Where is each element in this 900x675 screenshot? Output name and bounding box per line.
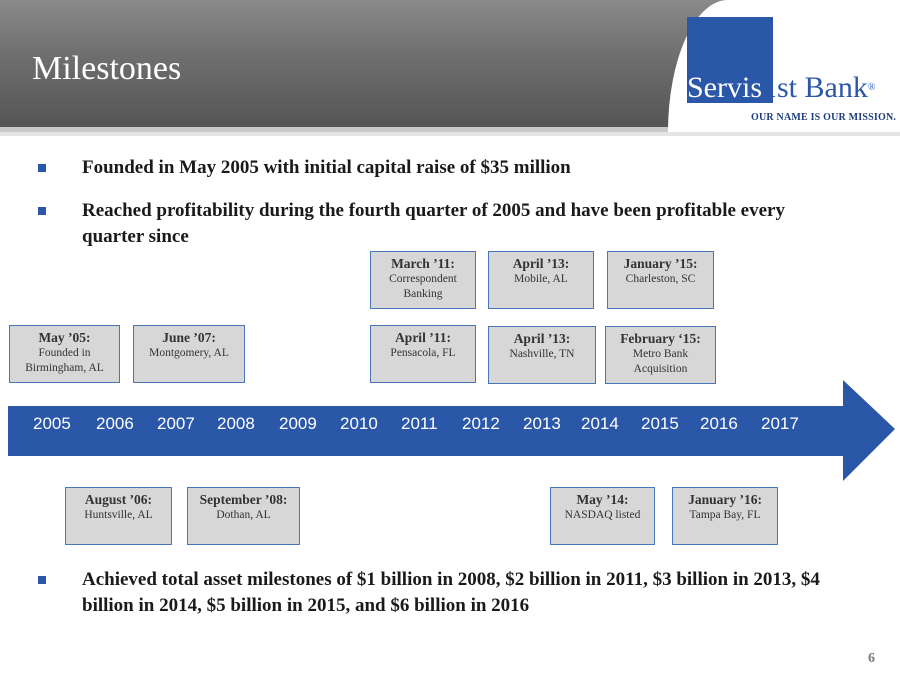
milestone-box: February ‘15: Metro Bank Acquisition [605,326,716,384]
milestone-date: April ’13: [512,256,570,271]
milestone-date: April ’11: [395,330,451,345]
milestone-description: Nashville, TN [509,348,575,360]
year-label: 2016 [700,414,738,433]
milestone-box: June ’07: Montgomery, AL [133,325,245,383]
milestone-date: September ’08: [199,492,288,507]
bullet-square-icon [38,207,46,215]
logo-text-1st-bank: 1st Bank [762,71,868,104]
milestone-description: Charleston, SC [625,273,696,285]
milestone-description: Correspondent Banking [389,273,457,300]
year-label: 2008 [217,414,255,433]
milestone-box: January ’15: Charleston, SC [607,251,714,309]
logo-tagline: OUR NAME IS OUR MISSION. [751,112,897,123]
bank-logo: Servis1st Bank® [687,68,875,108]
logo-mark [687,17,773,103]
milestone-box: April ’13: Mobile, AL [488,251,594,309]
bullet-text: Achieved total asset milestones of $1 bi… [82,569,820,616]
milestone-description: Mobile, AL [514,273,568,285]
year-label: 2013 [523,414,561,433]
milestone-date: May ’05: [38,330,91,345]
page-title: Milestones [32,50,182,87]
year-label: 2007 [157,414,195,433]
bullet-text: Reached profitability during the fourth … [82,200,785,247]
milestone-date: March ’11: [391,256,455,271]
milestone-description: Founded in Birmingham, AL [25,347,104,374]
header-divider [0,127,900,132]
milestone-box: May ’05: Founded in Birmingham, AL [9,325,120,383]
year-label: 2005 [33,414,71,433]
header-divider-light [0,132,900,136]
year-label: 2014 [581,414,619,433]
timeline-arrow [8,380,895,481]
year-label: 2010 [340,414,378,433]
milestone-description: NASDAQ listed [564,509,641,521]
year-label: 2011 [401,414,438,433]
logo-area: Servis1st Bank® OUR NAME IS OUR MISSION. [668,0,900,132]
page-number: 6 [868,651,875,666]
milestone-date: February ‘15: [620,331,701,346]
bullet-square-icon [38,576,46,584]
milestone-box: April ’11: Pensacola, FL [370,325,476,383]
milestone-date: January ’16: [688,492,762,507]
milestone-date: January ’15: [623,256,698,271]
year-label: 2015 [641,414,679,433]
milestone-box: May ’14: NASDAQ listed [550,487,655,545]
bullet-square-icon [38,164,46,172]
milestone-date: August ’06: [84,492,153,507]
milestone-box: March ’11: Correspondent Banking [370,251,476,309]
milestone-date: April ’13: [513,331,571,346]
milestone-description: Tampa Bay, FL [689,509,761,521]
bullet-text: Founded in May 2005 with initial capital… [82,157,571,178]
milestone-description: Montgomery, AL [149,347,229,359]
milestone-date: May ’14: [576,492,629,507]
milestone-description: Metro Bank Acquisition [632,348,689,375]
year-label: 2012 [462,414,500,433]
year-label: 2009 [279,414,317,433]
milestone-description: Dothan, AL [216,509,271,521]
milestone-box: January ’16: Tampa Bay, FL [672,487,778,545]
logo-registered-mark: ® [867,82,876,93]
year-label: 2017 [761,414,799,433]
milestone-box: April ’13: Nashville, TN [488,326,596,384]
milestone-date: June ’07: [162,330,216,345]
milestone-description: Pensacola, FL [390,347,456,359]
milestone-box: August ’06: Huntsville, AL [65,487,172,545]
logo-text-servis: Servis [687,71,762,104]
milestone-description: Huntsville, AL [84,509,153,521]
year-label: 2006 [96,414,134,433]
milestone-box: September ’08: Dothan, AL [187,487,300,545]
